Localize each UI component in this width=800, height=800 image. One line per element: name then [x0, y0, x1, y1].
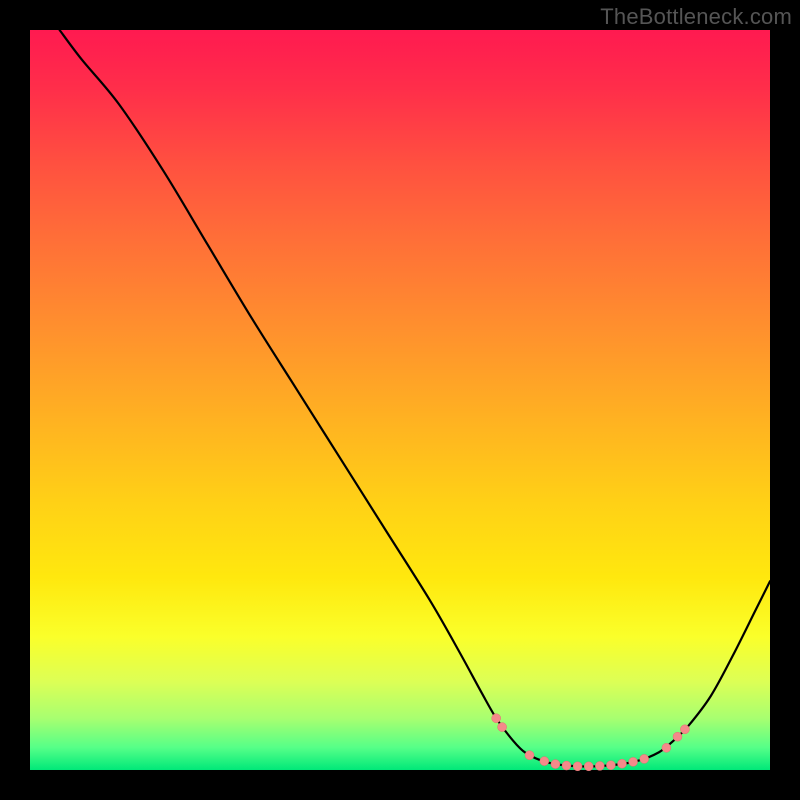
bottleneck-chart [0, 0, 800, 800]
data-marker [595, 761, 604, 770]
chart-gradient-background [30, 30, 770, 770]
data-marker [606, 761, 615, 770]
data-marker [540, 757, 549, 766]
chart-root: TheBottleneck.com [0, 0, 800, 800]
data-marker [525, 751, 534, 760]
data-marker [562, 761, 571, 770]
data-marker [673, 732, 682, 741]
data-marker [618, 759, 627, 768]
data-marker [662, 743, 671, 752]
data-marker [551, 760, 560, 769]
watermark-text: TheBottleneck.com [600, 4, 792, 30]
data-marker [584, 762, 593, 771]
data-marker [492, 714, 501, 723]
data-marker [680, 725, 689, 734]
data-marker [573, 762, 582, 771]
data-marker [629, 757, 638, 766]
data-marker [498, 723, 507, 732]
data-marker [640, 754, 649, 763]
